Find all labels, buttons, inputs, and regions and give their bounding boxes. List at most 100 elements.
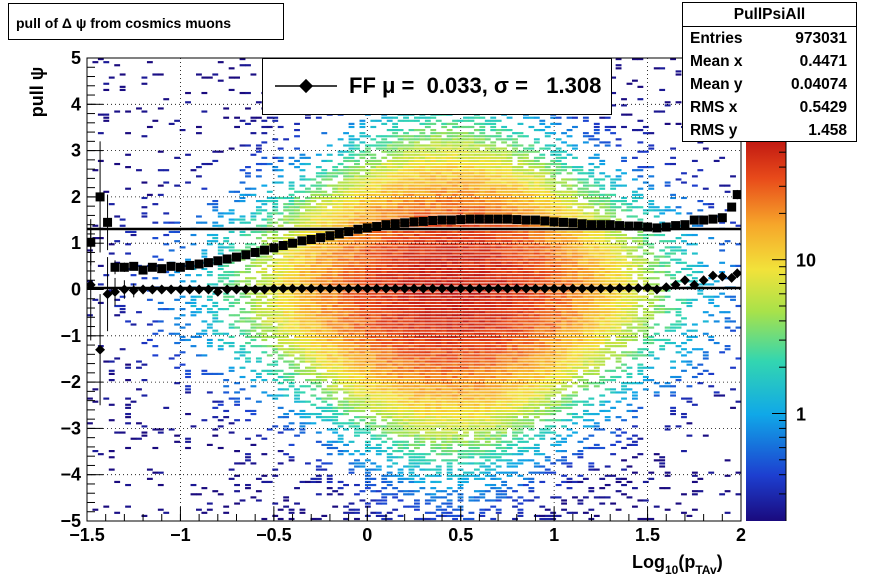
heatmap-cell — [103, 505, 110, 508]
heatmap-cell — [419, 394, 426, 397]
heatmap-cell — [392, 440, 399, 443]
heatmap-cell — [419, 169, 426, 172]
heatmap-cell — [245, 483, 251, 487]
heatmap-cell — [403, 490, 409, 493]
heatmap-cell — [484, 468, 491, 471]
heatmap-cell — [332, 280, 339, 283]
heatmap-cell — [343, 215, 349, 218]
heatmap-cell — [414, 456, 420, 459]
heatmap-cell — [468, 184, 475, 187]
heatmap-cell — [381, 514, 388, 517]
heatmap-cell — [245, 172, 251, 175]
heatmap-cell — [294, 230, 300, 234]
heatmap-cell — [277, 369, 284, 372]
heatmap-cell — [419, 292, 426, 295]
heatmap-cell — [266, 280, 273, 283]
heatmap-cell — [277, 326, 284, 329]
heatmap-cell — [463, 196, 469, 200]
heatmap-cell — [403, 209, 409, 212]
heatmap-cell — [234, 280, 240, 283]
heatmap-cell — [381, 354, 388, 357]
heatmap-cell — [468, 403, 475, 406]
heatmap-cell — [250, 261, 257, 264]
heatmap-cell — [305, 190, 311, 193]
heatmap-cell — [245, 320, 251, 323]
heatmap-cell — [305, 338, 311, 342]
heatmap-cell — [408, 462, 415, 465]
heatmap-cell — [490, 178, 497, 181]
heatmap-cell — [397, 240, 404, 243]
heatmap-cell — [185, 153, 191, 156]
heatmap-cell — [359, 311, 366, 314]
heatmap-cell — [468, 496, 475, 499]
heatmap-cell — [348, 221, 355, 224]
heatmap-cell — [430, 487, 437, 490]
heatmap-cell — [359, 314, 366, 317]
heatmap-cell — [310, 517, 317, 521]
heatmap-cell — [463, 289, 469, 292]
heatmap-cell — [348, 397, 355, 400]
heatmap-cell — [321, 468, 328, 471]
heatmap-cell — [381, 329, 388, 332]
heatmap-cell — [321, 391, 328, 394]
heatmap-cell — [452, 209, 458, 212]
heatmap-cell — [245, 453, 251, 456]
heatmap-cell — [479, 363, 486, 366]
heatmap-cell — [321, 301, 328, 305]
heatmap-cell — [217, 345, 224, 348]
heatmap-cell — [359, 453, 366, 456]
heatmap-cell — [141, 206, 148, 209]
heatmap-cell — [419, 462, 426, 465]
heatmap-cell — [386, 169, 393, 172]
heatmap-cell — [468, 178, 475, 181]
heatmap-cell — [277, 237, 284, 240]
heatmap-cell — [414, 144, 420, 147]
heatmap-cell — [152, 119, 159, 122]
heatmap-cell — [375, 304, 382, 308]
heatmap-cell — [364, 153, 371, 156]
heatmap-cell — [375, 295, 382, 298]
heatmap-cell — [326, 369, 333, 372]
heatmap-cell — [375, 338, 382, 342]
heatmap-cell — [228, 422, 235, 425]
heatmap-cell — [446, 437, 453, 440]
heatmap-cell — [397, 295, 404, 298]
heatmap-cell — [414, 193, 420, 196]
heatmap-cell — [343, 308, 349, 311]
heatmap-cell — [125, 379, 131, 382]
heatmap-cell — [146, 323, 153, 326]
heatmap-cell — [435, 187, 442, 190]
heatmap-cell — [414, 332, 420, 335]
heatmap-cell — [255, 375, 262, 379]
heatmap-cell — [168, 122, 175, 125]
heatmap-cell — [381, 274, 388, 277]
heatmap-cell — [364, 428, 371, 431]
heatmap-cell — [228, 243, 235, 246]
heatmap-cell — [381, 311, 388, 314]
heatmap-cell — [146, 61, 153, 64]
heatmap-cell — [468, 246, 475, 249]
heatmap-cell — [419, 403, 426, 406]
heatmap-cell — [386, 517, 393, 521]
heatmap-cell — [403, 169, 409, 172]
heatmap-cell — [359, 419, 366, 422]
heatmap-cell — [430, 175, 437, 178]
heatmap-cell — [179, 280, 186, 283]
heatmap-cell — [457, 468, 464, 471]
heatmap-cell — [206, 326, 213, 329]
heatmap-cell — [185, 369, 191, 372]
heatmap-cell — [392, 199, 399, 203]
heatmap-cell — [435, 391, 442, 394]
heatmap-cell — [359, 243, 366, 246]
heatmap-cell — [370, 125, 377, 129]
heatmap-cell — [255, 434, 262, 437]
heatmap-cell — [392, 150, 399, 153]
heatmap-cell — [479, 450, 486, 453]
heatmap-cell — [463, 159, 469, 163]
heatmap-cell — [408, 199, 415, 203]
heatmap-cell — [315, 326, 322, 329]
heatmap-cell — [375, 190, 382, 193]
heatmap-cell — [277, 314, 284, 317]
heatmap-cell — [408, 258, 415, 261]
heatmap-cell — [403, 264, 409, 267]
